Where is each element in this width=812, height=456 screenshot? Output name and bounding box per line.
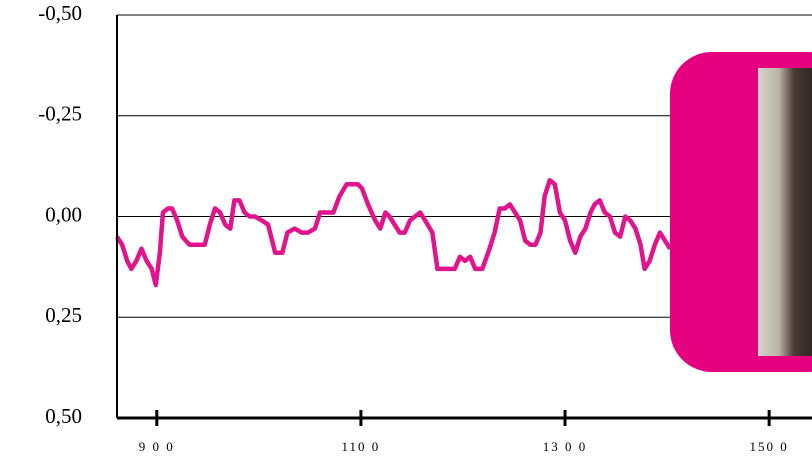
- x-tick-label: 150 0: [750, 439, 789, 454]
- photo-overlay: [670, 52, 812, 372]
- y-tick-label: 0,50: [45, 404, 82, 428]
- plot-layer: [117, 180, 670, 285]
- x-tick-label: 13 0 0: [543, 439, 588, 454]
- page: {"chart_data": {"type": "line", "x": [86…: [0, 0, 812, 456]
- overlay-photo: [758, 68, 812, 356]
- y-tick-label: 0,00: [45, 202, 82, 226]
- chart: -0,50 -0,25 0,00 0,25 0,50 9 0 0 110 0 13 0 0 15…: [0, 0, 812, 456]
- y-tick-label: -0,25: [38, 102, 82, 126]
- x-tick-label: 110 0: [342, 439, 381, 454]
- y-tick-label: -0,50: [38, 1, 82, 25]
- y-tick-label: 0,25: [45, 303, 82, 327]
- x-tick-label: 9 0 0: [139, 439, 175, 454]
- data-line: [117, 180, 670, 285]
